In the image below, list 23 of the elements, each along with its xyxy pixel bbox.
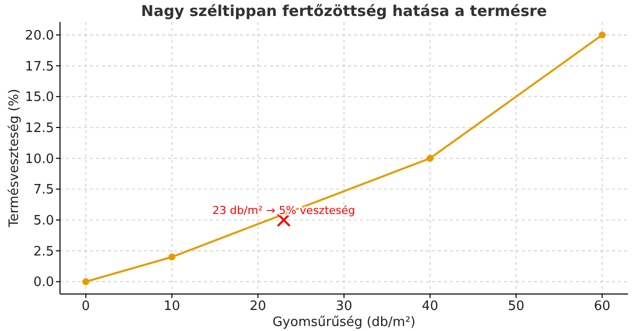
point [82,278,90,286]
point [598,31,606,38]
x-tick-label: 40 [422,299,438,314]
y-tick-label: 0.0 [33,275,54,290]
y-axis-title: Termésveszteség (%) [7,88,22,228]
point [168,253,176,260]
y-tick-label: 10.0 [25,152,54,167]
x-tick-label: 30 [336,299,352,314]
x-tick-label: 10 [164,299,180,314]
y-tick-label: 12.5 [25,121,54,136]
x-tick-label: 0 [82,299,90,314]
x-axis-title: Gyomsűrűség (db/m²) [272,315,416,330]
y-tick-label: 7.5 [33,182,54,198]
y-tick-label: 2.5 [33,244,54,260]
x-tick-label: 60 [594,299,610,314]
y-tick-label: 20.0 [25,28,54,44]
x-tick-label: 20 [250,299,266,314]
y-tick-label: 15.0 [25,90,54,106]
x-tick-label: 50 [508,299,524,314]
y-tick-label: 5.0 [33,214,54,229]
y-tick-label: 17.5 [25,59,54,74]
chart-title: Nagy széltippan fertőzöttség hatása a termésre [141,2,547,20]
point [426,154,434,162]
